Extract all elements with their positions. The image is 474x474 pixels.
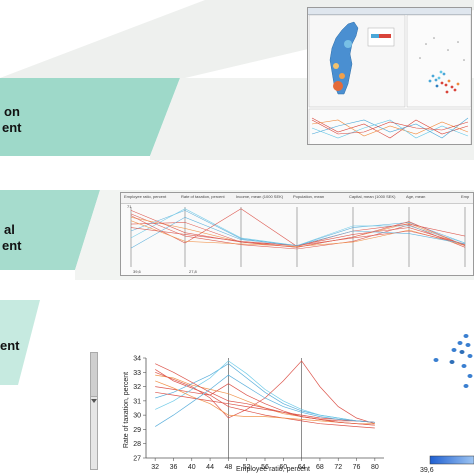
detail-chart-y-label: Rate of taxation, percent (123, 372, 130, 448)
app-window (307, 7, 472, 145)
y-tick-label: 28 (133, 441, 141, 448)
x-tick-label: 48 (224, 464, 232, 471)
sweden-map-shape (329, 21, 359, 95)
detail-chart-x-label: Employee ratio, percent (236, 466, 310, 473)
level-3-label: ent (0, 338, 20, 353)
level-3-label-text: ent (0, 338, 20, 353)
series-line (155, 380, 375, 425)
slider-thumb[interactable] (90, 352, 98, 397)
map-legend-bar (371, 34, 391, 38)
app-window-titlebar (308, 8, 471, 15)
band-level-2 (0, 190, 100, 270)
series-line (155, 374, 375, 426)
pcp-axis-bottom-value: 27,8 (189, 269, 197, 274)
pcp-table-series (130, 208, 466, 250)
mini-pcp-lines (311, 117, 469, 139)
pcp-table-line (130, 216, 466, 249)
level-1-label-line1: on (4, 104, 20, 119)
map-region-warm (339, 73, 345, 79)
x-tick-label: 32 (151, 464, 159, 471)
y-tick-label: 32 (133, 384, 141, 391)
series-line (155, 383, 375, 423)
map-region-warm (333, 63, 339, 69)
map-legend-bar-cool (371, 34, 379, 38)
pcp-table-line (130, 213, 466, 250)
pcp-axis-bottom-value: 39,6 (133, 269, 141, 274)
x-tick-label: 72 (334, 464, 342, 471)
series-line (155, 363, 375, 426)
color-legend-bar (429, 455, 474, 465)
level-1-label-line2: ent (2, 120, 22, 135)
x-tick-label: 80 (371, 464, 379, 471)
series-line (155, 391, 375, 423)
y-tick-label: 33 (133, 370, 141, 377)
band-level-1 (0, 78, 180, 156)
pcp-table-lines (130, 207, 466, 267)
pcp-table-line (130, 220, 466, 247)
level-2-label: al ent (2, 222, 22, 254)
pcp-column-header[interactable]: Capital, mean (1000 SEK) (349, 194, 396, 199)
x-tick-label: 44 (206, 464, 214, 471)
detail-chart-x-ticks: 32 36 40 44 48 52 56 60 64 68 72 76 80 (151, 458, 379, 471)
scatter-points (419, 37, 465, 94)
detail-scatter-points (433, 334, 473, 388)
y-tick-label: 30 (133, 413, 141, 420)
pcp-column-header[interactable]: Emp (461, 194, 470, 199)
x-tick-label: 56 (261, 464, 269, 471)
pcp-column-header[interactable]: Employee ratio, percent (124, 194, 167, 199)
detail-chart-y-ticks: 27 28 29 30 31 32 33 34 (133, 356, 146, 463)
map-region-cool (344, 40, 352, 48)
series-line (155, 360, 375, 423)
x-tick-label: 52 (243, 464, 251, 471)
y-tick-label: 29 (133, 427, 141, 434)
pcp-column-header-row (121, 193, 473, 204)
x-tick-label: 76 (353, 464, 361, 471)
x-tick-label: 68 (316, 464, 324, 471)
map-region-warm (333, 81, 343, 91)
app-window-views (308, 14, 471, 144)
pcp-table-window: Employee ratio, percent Rate of taxation… (120, 192, 474, 276)
level-1-label: on ent (2, 104, 22, 136)
scatterplot-view[interactable] (406, 14, 471, 108)
slider-arrow-icon[interactable] (90, 397, 98, 405)
pcp-table-line (130, 210, 466, 248)
detail-chart-series (155, 360, 375, 429)
series-line (155, 374, 375, 427)
level-2-label-line1: al (4, 222, 15, 237)
y-tick-label: 27 (133, 456, 141, 463)
x-tick-label: 40 (188, 464, 196, 471)
level-2-label-line2: ent (2, 238, 22, 253)
y-tick-label: 34 (133, 356, 141, 363)
y-tick-label: 31 (133, 398, 141, 405)
band-level-3 (0, 300, 40, 385)
pcp-column-header[interactable]: Rate of taxation, percent (181, 194, 225, 199)
pcp-column-header[interactable]: Population, mean (293, 194, 325, 199)
pcp-column-header[interactable]: Age, mean (406, 194, 426, 199)
detail-chart-pcp-axes (228, 358, 302, 458)
x-tick-label: 60 (279, 464, 287, 471)
x-tick-label: 36 (170, 464, 178, 471)
series-line (155, 369, 375, 429)
pcp-column-header[interactable]: Income, mean (1000 SEK) (236, 194, 284, 199)
series-line (155, 363, 375, 423)
pcp-axis-top-value: 71 (127, 204, 132, 209)
zoom-slider[interactable] (90, 352, 98, 470)
x-tick-label: 64 (298, 464, 306, 471)
color-legend-min-label: 39,6 (420, 467, 434, 474)
